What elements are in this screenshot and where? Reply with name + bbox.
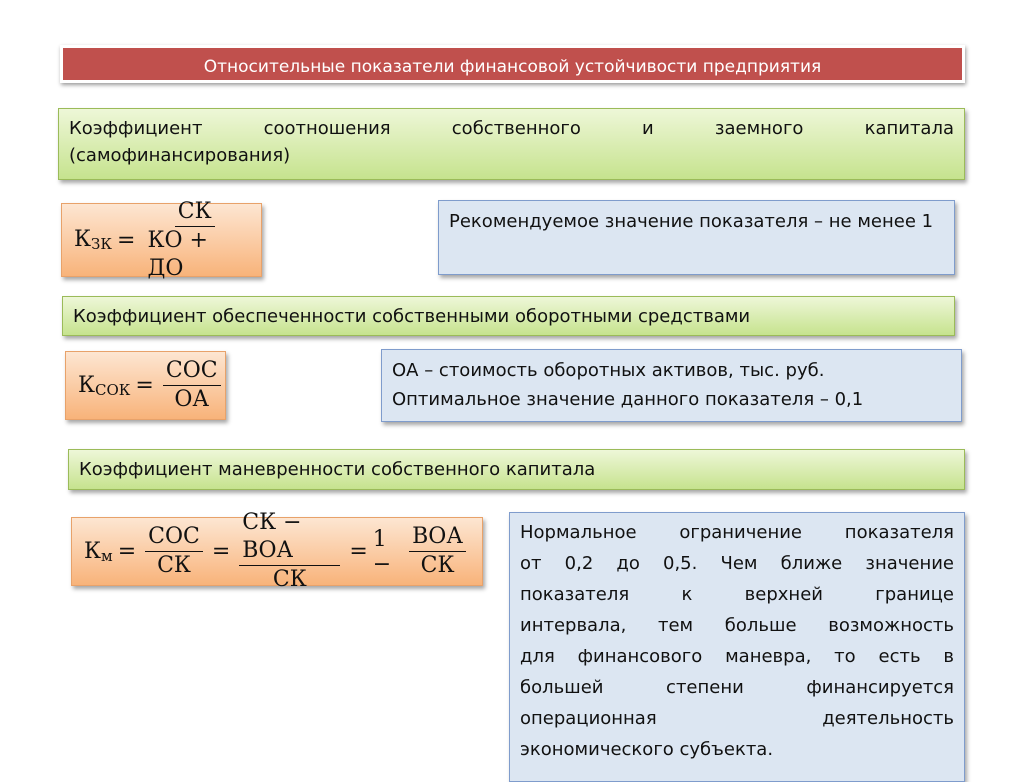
note-line: для финансового маневра, то есть в (520, 646, 954, 667)
formula-kzk: КЗК = СК КО + ДО (61, 199, 262, 281)
fraction: СК − ВОА СК (239, 509, 341, 594)
heading-self-financing: Коэффициент соотношения собственного и з… (58, 108, 965, 180)
heading-line: Коэффициент соотношения собственного и з… (69, 118, 954, 139)
note-normal-limits: Нормальное ограничение показателя от 0,2… (509, 512, 965, 782)
note-line: ОА – стоимость оборотных активов, тыс. р… (392, 360, 825, 381)
one-minus: 1 − (372, 526, 392, 577)
formula-lhs: КЗК (74, 227, 112, 253)
note-line: экономического субъекта. (520, 739, 774, 760)
note-line: операционная деятельность (520, 708, 954, 729)
formula-km: Км = СОС СК = СК − ВОА СК = 1 − ВОА СК (71, 510, 483, 592)
equals: = (211, 539, 231, 564)
slide-title: Относительные показатели финансовой усто… (60, 45, 965, 83)
note-line: Нормальное ограничение показателя (520, 522, 954, 543)
heading-own-working-capital: Коэффициент обеспеченности собственными … (62, 296, 955, 336)
note-line: Оптимальное значение данного показателя … (392, 389, 864, 410)
fraction: СОС ОА (162, 357, 221, 414)
equals: = (117, 539, 137, 564)
note-recommended: Рекомендуемое значение показателя – не м… (438, 200, 955, 275)
equals: = (117, 227, 136, 253)
formula-lhs: КСОК (78, 372, 131, 399)
formula-ksok: КСОК = СОС ОА (65, 351, 226, 420)
equals: = (349, 539, 368, 564)
formula-lhs: Км (84, 538, 113, 565)
note-current-assets: ОА – стоимость оборотных активов, тыс. р… (381, 349, 962, 422)
note-line: интервала, тем больше возможность (520, 615, 954, 636)
heading-line: (самофинансирования) (69, 145, 291, 166)
note-line: показателя к верхней границе (520, 584, 954, 605)
heading-maneuverability: Коэффициент маневренности собственного к… (68, 449, 965, 490)
fraction: СК КО + ДО (144, 198, 245, 283)
note-line: большей степени финансируется (520, 677, 954, 698)
fraction: СОС СК (145, 523, 203, 580)
note-line: от 0,2 до 0,5. Чем ближе значение (520, 553, 954, 574)
fraction: ВОА СК (409, 523, 466, 580)
equals: = (135, 373, 154, 398)
